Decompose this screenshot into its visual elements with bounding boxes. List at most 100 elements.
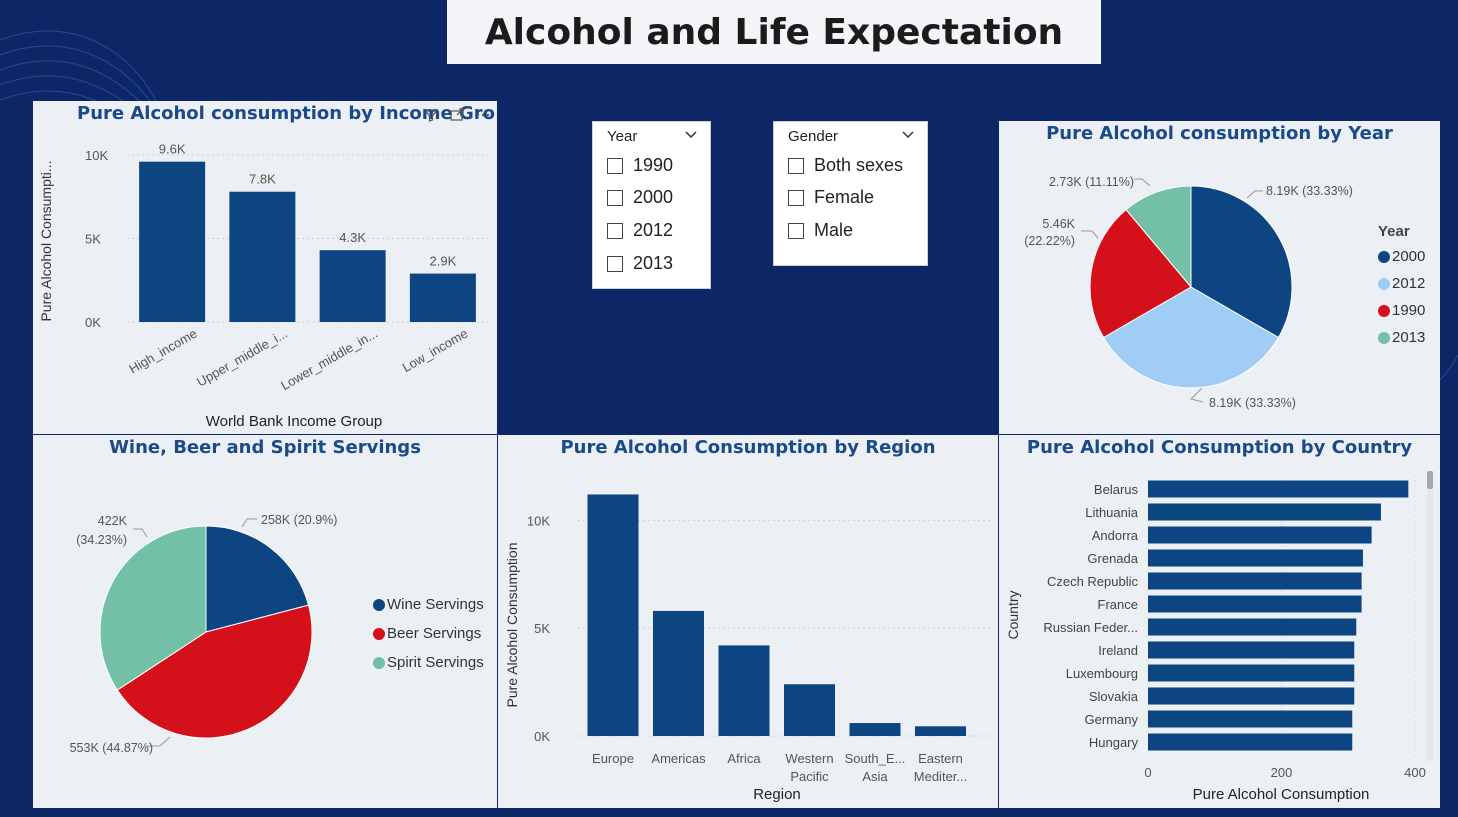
servings-pie-chart[interactable]: Wine, Beer and Spirit Servings 258K (20.… [33, 435, 497, 808]
bar [653, 610, 704, 736]
bar [1148, 549, 1363, 567]
y-tick-label: Hungary [1089, 735, 1139, 750]
year-pie-label-2012: 8.19K (33.33%) [1209, 396, 1296, 410]
country-y-axis-title: Country [1005, 590, 1021, 639]
chevron-down-icon[interactable] [901, 128, 915, 147]
y-tick-label: Slovakia [1089, 689, 1139, 704]
checkbox[interactable] [607, 222, 623, 239]
checkbox[interactable] [788, 222, 804, 239]
checkbox[interactable] [607, 255, 623, 272]
x-tick-label: Lower_middle_in... [278, 326, 380, 394]
bar [1148, 503, 1381, 521]
year-pie-chart[interactable]: Pure Alcohol consumption by Year 8.19K (… [999, 121, 1440, 434]
x-tick-label: 0 [1144, 765, 1151, 780]
data-label: 2.9K [430, 254, 457, 269]
x-tick-label: 400 [1404, 765, 1426, 780]
country-chart-plot: Country Pure Alcohol Consumption 0 200 400… [1005, 471, 1433, 803]
year-option-2013[interactable]: 2013 [607, 253, 673, 274]
x-tick-label: Western [785, 751, 833, 766]
y-tick-label: Luxembourg [1066, 666, 1138, 681]
y-tick-label: Lithuania [1085, 505, 1139, 520]
year-option-2000[interactable]: 2000 [607, 187, 673, 208]
checkbox[interactable] [788, 189, 804, 206]
pie-slice [116, 604, 313, 739]
region-x-axis-title: Region [753, 786, 801, 803]
x-tick-label: Americas [651, 751, 706, 766]
bar [718, 645, 770, 736]
x-tick-label: Africa [727, 751, 761, 766]
legend-item-wine[interactable]: Wine Servings [373, 596, 484, 613]
bar [319, 250, 386, 322]
pie-slice [1089, 208, 1192, 339]
legend-dot [1378, 277, 1390, 290]
legend-item-2000[interactable]: 2000 [1378, 248, 1425, 265]
pie-slice [205, 525, 310, 633]
legend-item-2012[interactable]: 2012 [1378, 275, 1425, 292]
country-chart-title: Pure Alcohol Consumption by Country [1026, 437, 1413, 458]
country-chart[interactable]: Pure Alcohol Consumption by Country Coun… [999, 435, 1440, 808]
y-tick-label: 10K [527, 513, 550, 528]
y-tick-label: 10K [85, 148, 108, 163]
region-chart[interactable]: Pure Alcohol Consumption by Region Pure … [498, 435, 998, 808]
legend-dot [1378, 250, 1390, 263]
country-x-axis-title: Pure Alcohol Consumption [1193, 786, 1370, 803]
gender-option-male[interactable]: Male [788, 220, 853, 241]
pie-slice [99, 525, 207, 691]
pie-slice [1125, 185, 1192, 289]
filter-icon[interactable] [423, 107, 439, 127]
scrollbar-thumb[interactable] [1427, 471, 1433, 489]
servings-pie-plot: 258K (20.9%) 553K (44.87%) 422K (34.23%) [70, 513, 338, 755]
legend-dot [1378, 304, 1390, 317]
y-tick-label: Germany [1085, 712, 1139, 727]
legend-dot [1378, 331, 1390, 344]
checkbox[interactable] [788, 157, 804, 174]
legend-item-beer[interactable]: Beer Servings [373, 625, 484, 642]
x-tick-label: South_E... [845, 751, 906, 766]
bar [587, 494, 639, 736]
year-pie-label-2000: 8.19K (33.33%) [1266, 184, 1353, 198]
servings-label-beer: 553K (44.87%) [70, 741, 153, 755]
x-tick-label: High_income [126, 326, 199, 377]
legend-dot [373, 598, 385, 611]
income-y-axis-title: Pure Alcohol Consumpti... [38, 160, 54, 321]
income-group-chart[interactable]: Pure Alcohol consumption by Income Gro P… [33, 101, 497, 434]
gender-option-both[interactable]: Both sexes [788, 155, 903, 176]
legend-item-2013[interactable]: 2013 [1378, 329, 1425, 346]
bar [1148, 618, 1357, 636]
legend-item-spirit[interactable]: Spirit Servings [373, 654, 484, 671]
income-x-axis-title: World Bank Income Group [206, 413, 382, 430]
x-tick-label: Pacific [790, 769, 829, 784]
gender-slicer[interactable]: Gender Both sexes Female Male [773, 121, 928, 266]
y-tick-label: Andorra [1092, 528, 1139, 543]
servings-label-spirit-pct: (34.23%) [76, 533, 127, 547]
servings-label-wine: 258K (20.9%) [261, 513, 337, 527]
year-option-2012[interactable]: 2012 [607, 220, 673, 241]
legend-dot [373, 627, 385, 640]
chevron-down-icon[interactable] [684, 128, 698, 147]
region-chart-plot: Pure Alcohol Consumption Region 10K 5K 0K E… [504, 494, 992, 803]
scrollbar-track[interactable] [1427, 471, 1433, 761]
bar [1148, 664, 1355, 682]
checkbox[interactable] [607, 157, 623, 174]
checkbox[interactable] [607, 189, 623, 206]
year-pie-title: Pure Alcohol consumption by Year [1046, 123, 1393, 144]
gender-option-female[interactable]: Female [788, 187, 874, 208]
year-option-1990[interactable]: 1990 [607, 155, 673, 176]
y-tick-label: Russian Feder... [1043, 620, 1138, 635]
x-tick-label: Eastern [918, 751, 963, 766]
y-tick-label: 5K [85, 232, 101, 247]
year-pie-label-2013: 2.73K (11.11%) [1049, 175, 1134, 189]
x-tick-label: Upper_middle_i... [194, 326, 290, 390]
more-options-icon[interactable] [475, 107, 491, 127]
servings-label-spirit-value: 422K [98, 514, 128, 528]
bar [139, 161, 206, 322]
year-slicer-header: Year [607, 128, 638, 145]
legend-item-1990[interactable]: 1990 [1378, 302, 1425, 319]
y-tick-label: Grenada [1087, 551, 1138, 566]
visual-header-toolbar [423, 107, 491, 127]
focus-mode-icon[interactable] [449, 107, 465, 127]
year-pie-plot: 8.19K (33.33%) 8.19K (33.33%) 5.46K (22.… [1024, 175, 1353, 410]
year-slicer[interactable]: Year 1990 2000 2012 2013 [592, 121, 711, 289]
region-chart-title: Pure Alcohol Consumption by Region [560, 437, 936, 458]
report-title: Alcohol and Life Expectation [484, 11, 1064, 53]
